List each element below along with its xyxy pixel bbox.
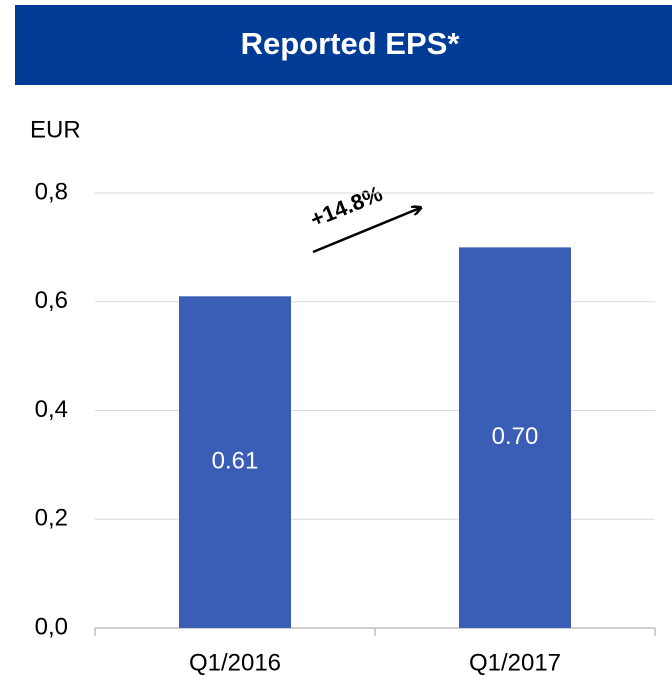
value-label: 0.70 bbox=[492, 423, 539, 450]
bar bbox=[459, 247, 571, 628]
y-tick-label: 0,2 bbox=[35, 505, 68, 532]
title-banner bbox=[15, 5, 672, 85]
x-tick-label: Q1/2016 bbox=[189, 649, 281, 676]
y-tick-label: 0,8 bbox=[35, 178, 68, 205]
x-tick-label: Q1/2017 bbox=[469, 649, 561, 676]
bar bbox=[179, 296, 291, 628]
value-label: 0.61 bbox=[212, 448, 259, 475]
y-axis-label: EUR bbox=[30, 116, 81, 143]
growth-arrow bbox=[312, 208, 420, 254]
y-tick-label: 0,0 bbox=[35, 613, 68, 640]
y-tick-label: 0,4 bbox=[35, 396, 68, 423]
chart-title: Reported EPS* bbox=[241, 26, 461, 61]
y-tick-label: 0,6 bbox=[35, 287, 68, 314]
growth-annotation: +14.8% bbox=[307, 181, 386, 232]
